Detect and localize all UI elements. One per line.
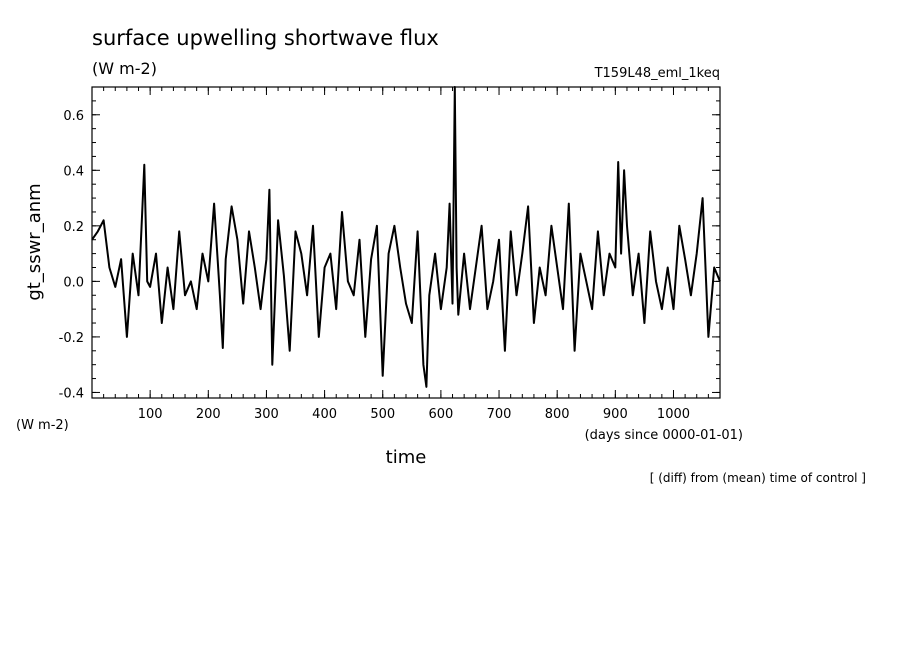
axis-ticks bbox=[92, 87, 720, 398]
chart-subtitle: (W m-2) bbox=[92, 59, 157, 78]
x-tick-label: 100 bbox=[138, 407, 163, 422]
x-tick-label: 400 bbox=[312, 407, 337, 422]
x-tick-label: 300 bbox=[254, 407, 279, 422]
series-line bbox=[91, 86, 721, 388]
y-tick-label: 0.6 bbox=[63, 109, 84, 124]
footnote: [ (diff) from (mean) time of control ] bbox=[650, 471, 866, 485]
y-axis-label: gt_sswr_anm bbox=[24, 183, 45, 300]
y-tick-label: -0.2 bbox=[59, 331, 84, 346]
plot-frame bbox=[91, 86, 721, 399]
x-tick-label: 800 bbox=[545, 407, 570, 422]
x-tick-label: 1000 bbox=[657, 407, 690, 422]
y-tick-label: -0.4 bbox=[59, 386, 84, 401]
y-tick-label: 0.4 bbox=[63, 164, 84, 179]
x-tick-label: 900 bbox=[603, 407, 628, 422]
chart-title: surface upwelling shortwave flux bbox=[92, 26, 439, 50]
x-axis-unit: (days since 0000-01-01) bbox=[585, 428, 743, 443]
x-tick-label: 600 bbox=[428, 407, 453, 422]
x-axis-label: time bbox=[386, 447, 427, 468]
run-label: T159L48_eml_1keq bbox=[594, 66, 720, 81]
y-tick-label: 0.2 bbox=[63, 220, 84, 235]
y-axis-unit: (W m-2) bbox=[16, 418, 69, 433]
x-tick-label: 200 bbox=[196, 407, 221, 422]
x-tick-label: 500 bbox=[370, 407, 395, 422]
axis-tick-labels: 100 200 300 400 500 600 700 800 900 1000 -0.4 -0.2 0… bbox=[59, 109, 690, 422]
x-tick-label: 700 bbox=[487, 407, 512, 422]
y-tick-label: 0.0 bbox=[63, 275, 84, 290]
